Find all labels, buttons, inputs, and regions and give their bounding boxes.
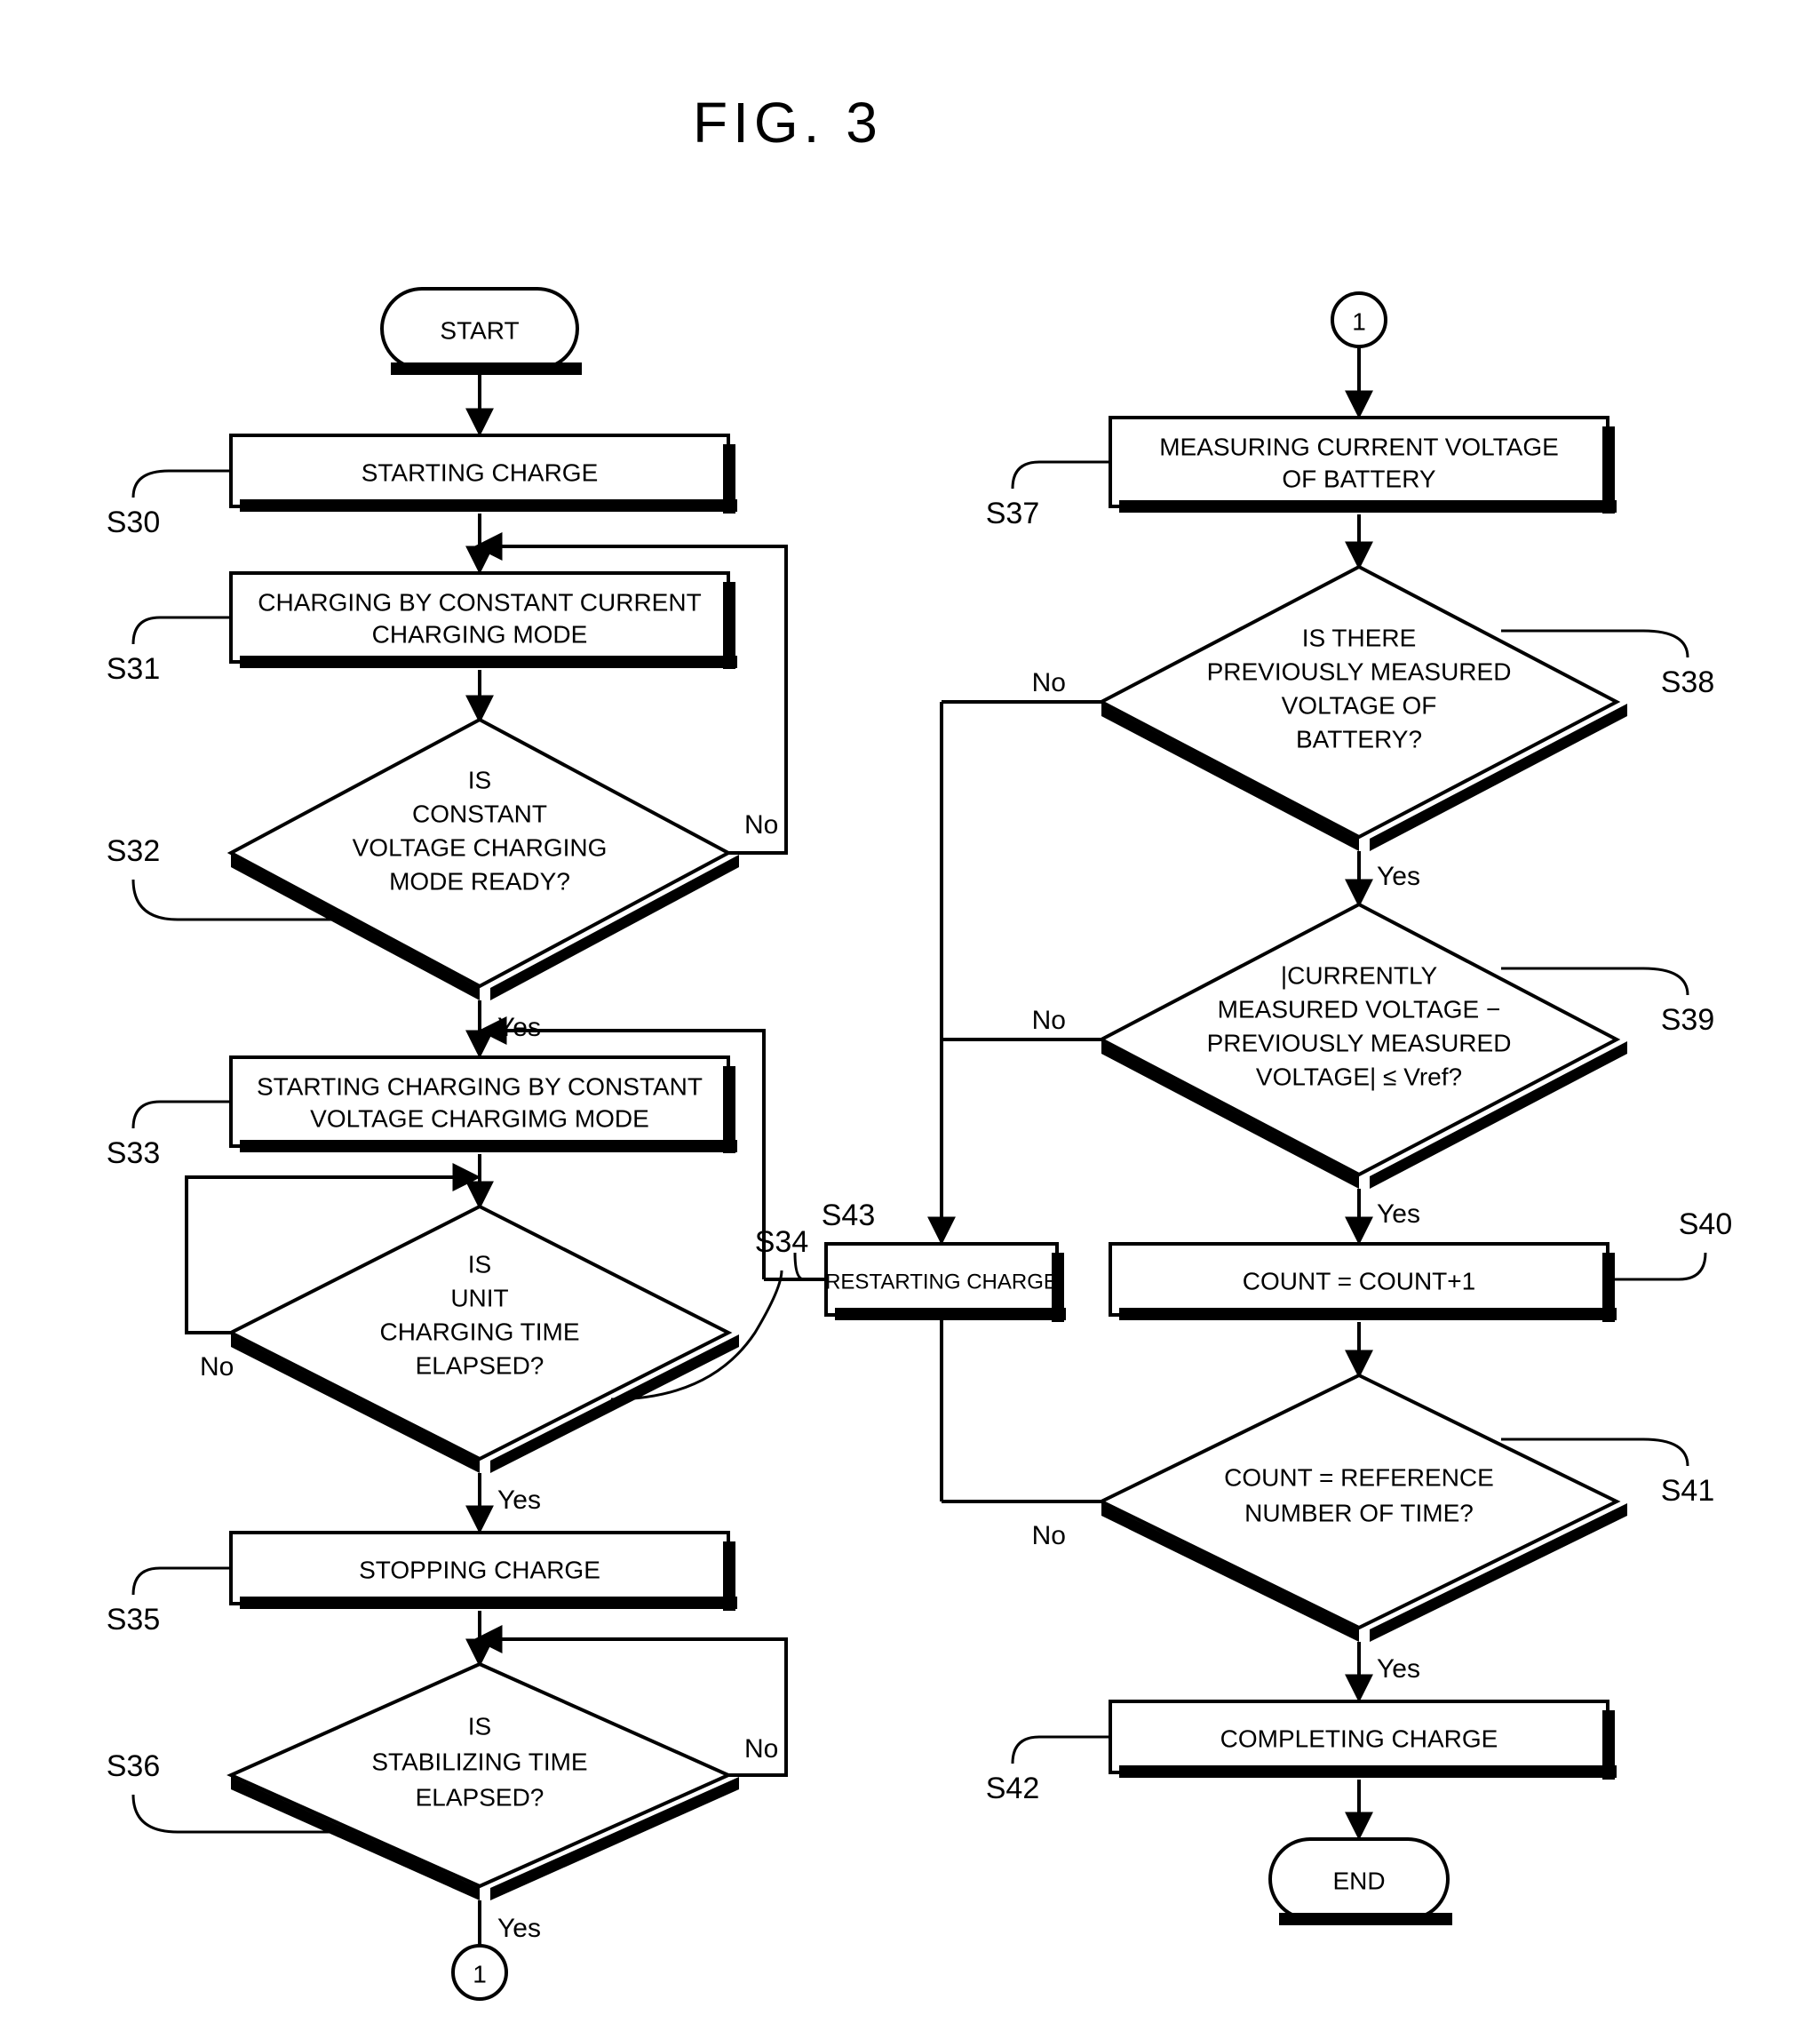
leader <box>1013 1737 1110 1764</box>
svg-text:COMPLETING CHARGE: COMPLETING CHARGE <box>1220 1724 1498 1752</box>
svg-text:1: 1 <box>1352 307 1366 335</box>
svg-text:STARTING CHARGING BY CONSTANT: STARTING CHARGING BY CONSTANT <box>257 1072 703 1100</box>
yes-label: Yes <box>497 1485 541 1515</box>
svg-text:MEASURED VOLTAGE −: MEASURED VOLTAGE − <box>1218 995 1501 1023</box>
yes-label: Yes <box>497 1013 541 1042</box>
label-s43: S43 <box>822 1199 876 1232</box>
svg-text:STABILIZING TIME: STABILIZING TIME <box>371 1748 587 1775</box>
label-s32: S32 <box>107 834 161 868</box>
decision-s34: IS UNIT CHARGING TIME ELAPSED? <box>231 1207 739 1473</box>
leader <box>1608 1253 1705 1279</box>
label-s30: S30 <box>107 506 161 539</box>
connector-1-in: 1 <box>1332 293 1386 346</box>
svg-text:CHARGING MODE: CHARGING MODE <box>372 620 588 648</box>
leader <box>133 1102 231 1128</box>
yes-label: Yes <box>1377 1654 1420 1684</box>
process-s31: CHARGING BY CONSTANT CURRENT CHARGING MO… <box>231 573 737 669</box>
decision-s36: IS STABILIZING TIME ELAPSED? <box>231 1664 739 1900</box>
svg-text:COUNT = REFERENCE: COUNT = REFERENCE <box>1224 1463 1494 1491</box>
svg-text:UNIT: UNIT <box>450 1284 508 1311</box>
label-s35: S35 <box>107 1603 161 1637</box>
svg-text:ELAPSED?: ELAPSED? <box>416 1783 544 1811</box>
svg-text:CONSTANT: CONSTANT <box>412 800 547 827</box>
svg-text:ELAPSED?: ELAPSED? <box>416 1351 544 1379</box>
terminator-end: END <box>1270 1839 1452 1925</box>
svg-text:START: START <box>440 316 519 344</box>
yes-label: Yes <box>497 1914 541 1943</box>
svg-text:STARTING CHARGE: STARTING CHARGE <box>362 458 599 486</box>
svg-text:END: END <box>1332 1867 1385 1894</box>
svg-text:BATTERY?: BATTERY? <box>1296 725 1422 753</box>
label-s33: S33 <box>107 1136 161 1170</box>
no-label: No <box>1032 1006 1066 1035</box>
svg-text:RESTARTING CHARGE: RESTARTING CHARGE <box>825 1270 1058 1294</box>
no-label: No <box>1032 1521 1066 1550</box>
process-s33: STARTING CHARGING BY CONSTANT VOLTAGE CH… <box>231 1057 737 1153</box>
process-s30: STARTING CHARGE <box>231 435 737 514</box>
svg-text:MEASURING CURRENT VOLTAGE: MEASURING CURRENT VOLTAGE <box>1159 433 1559 460</box>
process-s37: MEASURING CURRENT VOLTAGE OF BATTERY <box>1110 418 1617 514</box>
label-s38: S38 <box>1661 665 1715 699</box>
svg-text:IS THERE: IS THERE <box>1302 624 1417 651</box>
svg-text:PREVIOUSLY MEASURED: PREVIOUSLY MEASURED <box>1207 1029 1512 1056</box>
label-s42: S42 <box>986 1772 1040 1805</box>
svg-text:VOLTAGE OF: VOLTAGE OF <box>1282 691 1437 719</box>
leader <box>1501 968 1688 995</box>
leader <box>133 1568 231 1595</box>
no-label: No <box>744 1734 778 1764</box>
no-label: No <box>744 810 778 840</box>
svg-text:1: 1 <box>473 1960 487 1987</box>
svg-text:NUMBER OF TIME?: NUMBER OF TIME? <box>1244 1499 1474 1526</box>
svg-text:COUNT = COUNT+1: COUNT = COUNT+1 <box>1243 1267 1475 1294</box>
svg-text:IS: IS <box>468 766 491 793</box>
figure-title: FIG. 3 <box>693 91 883 155</box>
label-s40: S40 <box>1679 1207 1733 1241</box>
terminator-start: START <box>382 289 582 375</box>
label-s36: S36 <box>107 1749 161 1783</box>
leader <box>1013 462 1110 489</box>
connector-1-out: 1 <box>453 1946 506 1999</box>
process-s35: STOPPING CHARGE <box>231 1533 737 1611</box>
process-s42: COMPLETING CHARGE <box>1110 1701 1617 1780</box>
decision-s38: IS THERE PREVIOUSLY MEASURED VOLTAGE OF … <box>1101 567 1627 851</box>
svg-text:VOLTAGE CHARGING: VOLTAGE CHARGING <box>353 833 608 861</box>
leader <box>1501 631 1688 657</box>
decision-s32: IS CONSTANT VOLTAGE CHARGING MODE READY? <box>231 720 739 1000</box>
svg-text:PREVIOUSLY MEASURED: PREVIOUSLY MEASURED <box>1207 657 1512 685</box>
label-s39: S39 <box>1661 1003 1715 1037</box>
svg-text:OF BATTERY: OF BATTERY <box>1282 465 1436 492</box>
svg-text:MODE READY?: MODE READY? <box>389 867 570 895</box>
label-s41: S41 <box>1661 1474 1715 1508</box>
decision-s39: |CURRENTLY MEASURED VOLTAGE − PREVIOUSLY… <box>1101 904 1627 1189</box>
svg-text:VOLTAGE CHARGIMG MODE: VOLTAGE CHARGIMG MODE <box>310 1104 649 1132</box>
svg-text:|CURRENTLY: |CURRENTLY <box>1281 961 1438 989</box>
decision-s41: COUNT = REFERENCE NUMBER OF TIME? <box>1101 1375 1627 1642</box>
label-s37: S37 <box>986 497 1040 530</box>
svg-text:CHARGING TIME: CHARGING TIME <box>379 1318 579 1345</box>
leader <box>133 617 231 644</box>
svg-text:STOPPING CHARGE: STOPPING CHARGE <box>359 1556 600 1583</box>
no-label: No <box>1032 668 1066 697</box>
label-s31: S31 <box>107 652 161 686</box>
no-label: No <box>200 1352 234 1382</box>
svg-text:IS: IS <box>468 1712 491 1740</box>
yes-label: Yes <box>1377 1199 1420 1229</box>
svg-text:CHARGING BY CONSTANT CURRENT: CHARGING BY CONSTANT CURRENT <box>258 588 701 616</box>
leader <box>133 471 231 498</box>
yes-label: Yes <box>1377 862 1420 891</box>
process-s43: RESTARTING CHARGE <box>825 1244 1066 1322</box>
process-s40: COUNT = COUNT+1 <box>1110 1244 1617 1322</box>
svg-text:VOLTAGE| ≤ Vref?: VOLTAGE| ≤ Vref? <box>1256 1063 1462 1090</box>
svg-text:IS: IS <box>468 1250 491 1278</box>
